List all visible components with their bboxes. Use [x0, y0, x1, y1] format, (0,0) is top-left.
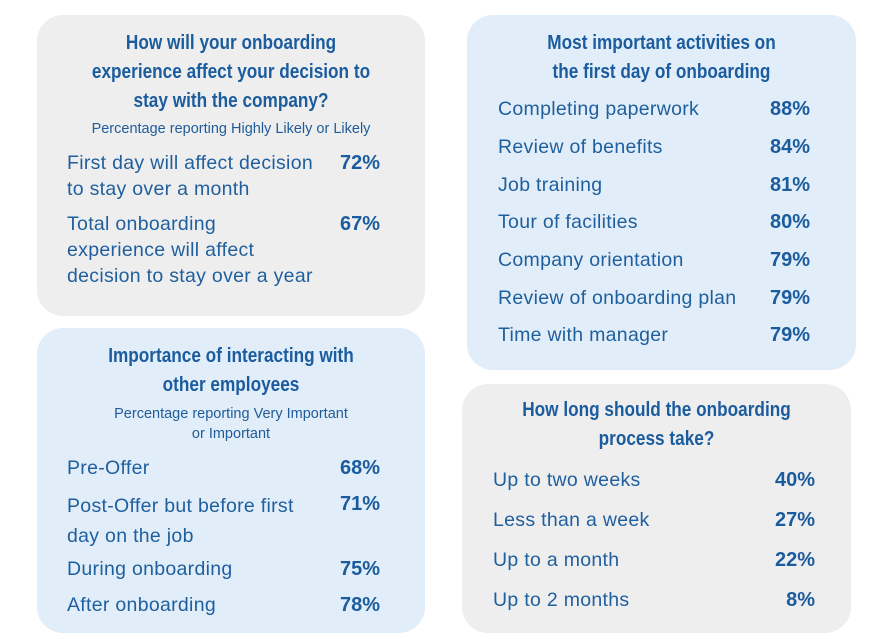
- card-subtitle: Percentage reporting Highly Likely or Li…: [91, 121, 371, 137]
- title-line: How long should the onboarding: [522, 399, 791, 421]
- stat-value: 75%: [339, 558, 380, 580]
- stat-value: 67%: [339, 213, 380, 235]
- label-line: day on the job: [67, 525, 194, 547]
- subtitle-line: or Important: [191, 426, 271, 442]
- card-first-day-activities: Most important activities on the first d…: [467, 15, 856, 370]
- stat-label: Total onboarding experience will affect …: [67, 211, 313, 289]
- label-line: to stay over a month: [67, 178, 250, 200]
- card-title: Most important activities on the first d…: [494, 29, 829, 87]
- stat-value: 88%: [769, 98, 810, 120]
- card-onboarding-duration: How long should the onboarding process t…: [462, 384, 851, 633]
- stat-value: 22%: [774, 549, 815, 571]
- stat-value: 84%: [769, 136, 810, 158]
- title-line: other employees: [162, 374, 300, 396]
- stat-label: Tour of facilities: [498, 211, 638, 233]
- stat-label: Time with manager: [498, 324, 669, 346]
- label-line: After onboarding: [67, 594, 216, 616]
- label-line: First day will affect decision: [67, 152, 313, 174]
- card-onboarding-decision: How will your onboarding experience affe…: [37, 15, 425, 316]
- stat-value: 72%: [339, 152, 380, 174]
- stat-label: After onboarding: [67, 592, 216, 618]
- stat-value: 79%: [769, 287, 810, 309]
- stat-value: 79%: [769, 324, 810, 346]
- title-line: process take?: [598, 428, 715, 450]
- card-interacting-employees: Importance of interacting with other emp…: [37, 328, 425, 633]
- label-line: Post-Offer but before first: [67, 495, 294, 517]
- title-line: Most important activities on: [547, 32, 776, 54]
- stat-label: Less than a week: [493, 509, 650, 531]
- title-line: the first day of onboarding: [552, 61, 771, 83]
- stat-label: Up to 2 months: [493, 589, 630, 611]
- stat-label: Pre-Offer: [67, 455, 150, 481]
- card-title: How long should the onboarding process t…: [489, 396, 824, 454]
- stat-label: First day will affect decision to stay o…: [67, 150, 313, 202]
- stat-label: During onboarding: [67, 556, 233, 582]
- stat-label: Review of onboarding plan: [498, 287, 737, 309]
- label-line: During onboarding: [67, 558, 233, 580]
- stat-value: 79%: [769, 249, 810, 271]
- stat-value: 80%: [769, 211, 810, 233]
- title-line: stay with the company?: [133, 90, 329, 112]
- stat-label: Company orientation: [498, 249, 684, 271]
- stat-value: 40%: [774, 469, 815, 491]
- card-title: Importance of interacting with other emp…: [64, 342, 398, 400]
- stat-label: Up to a month: [493, 549, 620, 571]
- stat-value: 78%: [339, 594, 380, 616]
- stat-label: Up to two weeks: [493, 469, 641, 491]
- stat-value: 8%: [786, 589, 815, 611]
- stat-value: 27%: [774, 509, 815, 531]
- label-line: Pre-Offer: [67, 457, 150, 479]
- label-line: decision to stay over a year: [67, 265, 313, 287]
- card-title: How will your onboarding experience affe…: [64, 29, 398, 116]
- stat-value: 81%: [769, 174, 810, 196]
- title-line: How will your onboarding: [125, 32, 337, 54]
- stat-label: Completing paperwork: [498, 98, 700, 120]
- title-line: experience affect your decision to: [91, 61, 371, 83]
- title-line: Importance of interacting with: [108, 345, 354, 367]
- stat-label: Job training: [498, 174, 603, 196]
- subtitle-line: Percentage reporting Very Important: [114, 406, 348, 422]
- label-line: experience will affect: [67, 239, 255, 261]
- card-subtitle: Percentage reporting Very Important or I…: [37, 404, 425, 444]
- stat-value: 71%: [339, 493, 380, 515]
- stat-label: Post-Offer but before first day on the j…: [67, 491, 294, 551]
- stat-label: Review of benefits: [498, 136, 663, 158]
- label-line: Total onboarding: [67, 213, 216, 235]
- stat-value: 68%: [339, 457, 380, 479]
